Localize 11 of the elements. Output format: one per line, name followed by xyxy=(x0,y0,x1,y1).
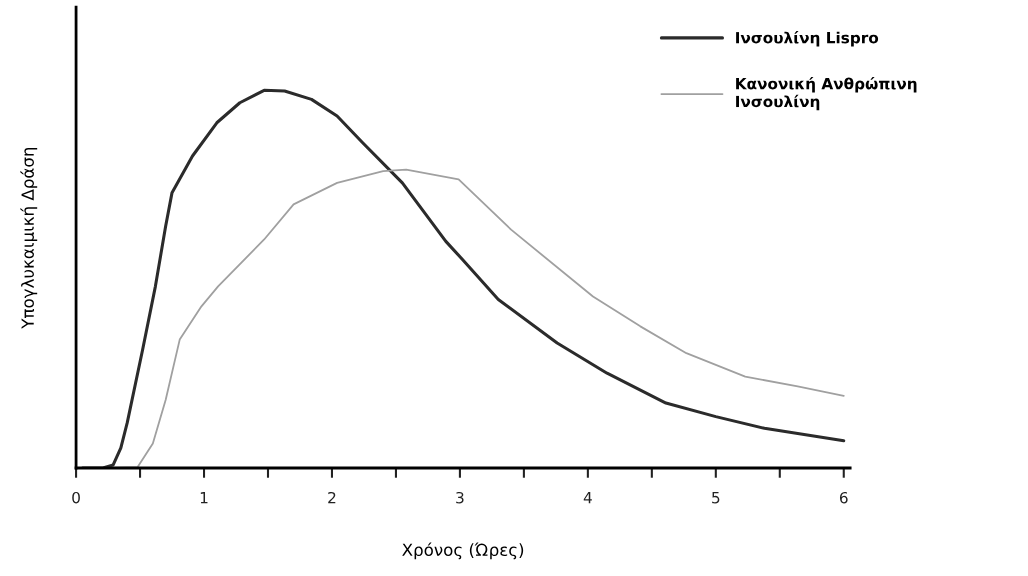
x-tick-label: 1 xyxy=(200,492,208,504)
x-tick-label: 5 xyxy=(712,492,720,504)
x-tick-label: 3 xyxy=(456,491,464,504)
x-axis-title: Χρόνος (Ώρες) xyxy=(402,542,524,560)
legend-label: Ινσουλίνη Lispro xyxy=(736,31,879,47)
legend-label: Κανονική Ανθρώπινη Ινσουλίνη xyxy=(736,76,917,111)
x-tick-label: 0 xyxy=(72,491,80,504)
x-tick-label: 6 xyxy=(839,491,848,504)
x-tick-label: 2 xyxy=(328,491,336,504)
y-axis-title: Υπογλυκαιμική Δράση xyxy=(20,147,38,329)
x-tick-label: 4 xyxy=(583,492,592,504)
